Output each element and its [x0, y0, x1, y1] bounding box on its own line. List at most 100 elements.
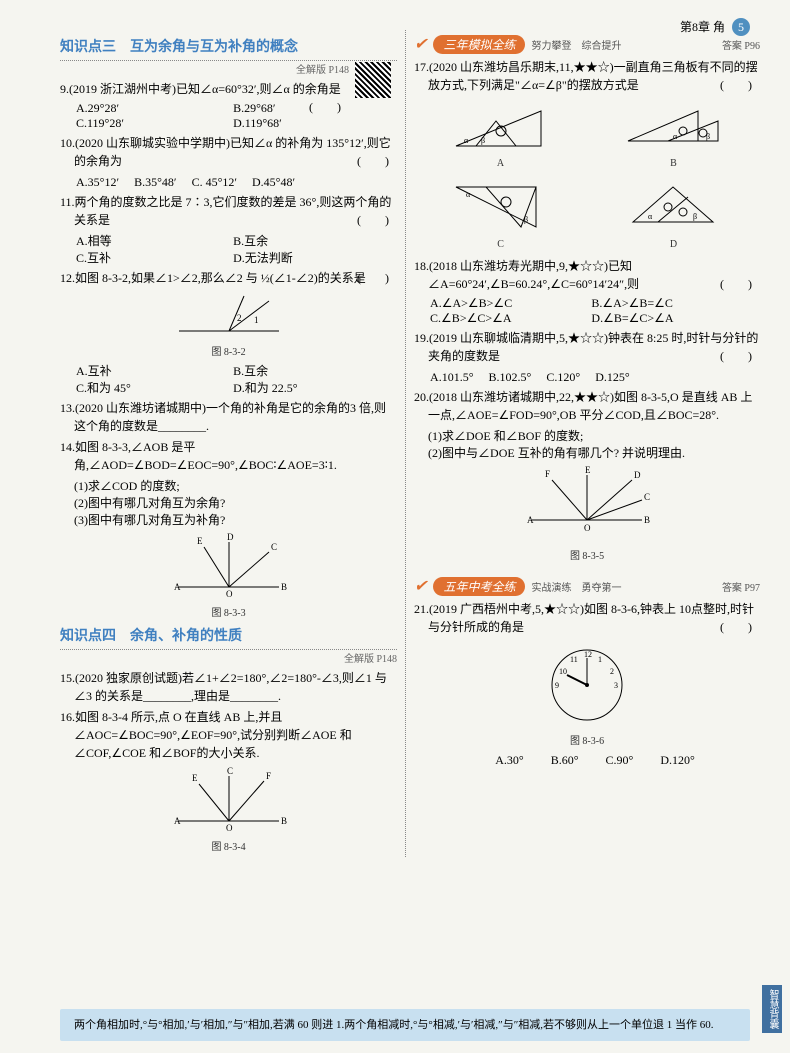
kp3-ref: 全解版 P148	[60, 60, 397, 76]
q11-b: B.互余	[233, 234, 268, 248]
kp3-title: 知识点三 互为余角与互为补角的概念	[60, 36, 397, 56]
svg-text:β: β	[693, 212, 697, 221]
q20-2: (2)图中与∠DOE 互补的角有哪几个? 并说明理由.	[428, 444, 760, 461]
q17-blank: ( )	[734, 76, 752, 94]
svg-text:α: α	[648, 212, 653, 221]
side-tab: 智慧背囊	[762, 985, 782, 1033]
q18: 18.(2018 山东潍坊寿光期中,9,★☆☆)已知∠A=60°24′,∠B=6…	[414, 257, 760, 293]
q17-figa: A	[418, 158, 584, 169]
svg-text:C: C	[271, 542, 277, 552]
svg-text:E: E	[585, 465, 591, 475]
svg-text:A: A	[174, 582, 181, 592]
q17-text: 17.(2020 山东潍坊昌乐期末,11,★★☆)一副直角三角板有不同的摆放方式…	[414, 60, 758, 92]
kp4-title: 知识点四 余角、补角的性质	[60, 625, 397, 645]
q21-opts: A.30° B.60° C.90° D.120°	[414, 751, 760, 768]
svg-text:A: A	[527, 515, 534, 525]
q9-a: A.29°28′	[76, 101, 230, 116]
q18-opts: A.∠A>∠B>∠C B.∠A>∠B=∠C C.∠B>∠C>∠A D.∠B=∠C…	[414, 296, 760, 326]
q9: 9.(2019 浙江湖州中考)已知∠α=60°32′,则∠α 的余角是( )	[60, 80, 397, 98]
svg-text:β: β	[706, 132, 710, 141]
check-icon-2: ✔	[414, 576, 427, 596]
svg-text:3: 3	[614, 681, 618, 690]
q9-d: D.119°68′	[233, 116, 282, 130]
q20-1: (1)求∠DOE 和∠BOF 的度数;	[428, 427, 760, 444]
q17-figb: B	[590, 158, 756, 169]
svg-text:D: D	[634, 470, 641, 480]
svg-text:9: 9	[555, 681, 559, 690]
qr-code-icon	[355, 62, 391, 98]
svg-text:E: E	[197, 536, 203, 546]
q21-text: 21.(2019 广西梧州中考,5,★☆☆)如图 8-3-6,钟表上 10点整时…	[414, 602, 754, 634]
ans-3year: 答案 P96	[722, 37, 760, 52]
footer-note: 两个角相加时,°与°相加,′与′相加,″与″相加,若满 60 则进 1.两个角相…	[60, 1009, 750, 1042]
q14-1: (1)求∠COD 的度数;	[74, 477, 397, 494]
q12-d: D.和为 22.5°	[233, 381, 297, 395]
fig-8-3-3-cap: 图 8-3-3	[60, 604, 397, 619]
q16: 16.如图 8-3-4 所示,点 O 在直线 AB 上,并且∠AOC=∠BOC=…	[60, 708, 397, 762]
svg-text:C: C	[227, 766, 233, 776]
q21-a: A.30°	[495, 753, 523, 767]
q12: 12.如图 8-3-2,如果∠1>∠2,那么∠2 与 ½(∠1-∠2)的关系是(…	[60, 269, 397, 287]
svg-text:F: F	[266, 771, 271, 781]
svg-text:B: B	[281, 816, 287, 826]
q17-figs: αβA αβB αβC αβD	[414, 97, 760, 254]
q9-c: C.119°28′	[76, 116, 230, 131]
q14: 14.如图 8-3-3,∠AOB 是平角,∠AOD=∠BOD=∠EOC=90°,…	[60, 438, 397, 474]
fig-8-3-4: ABOCEF 图 8-3-4	[60, 766, 397, 853]
page-number: 5	[732, 18, 750, 36]
q10-b: B.35°48′	[134, 175, 176, 189]
q9-opts: A.29°28′ B.29°68′ C.119°28′ D.119°68′	[60, 101, 397, 131]
q11-c: C.互补	[76, 249, 230, 266]
ans-5year: 答案 P97	[722, 579, 760, 594]
q19-c: C.120°	[546, 370, 580, 384]
q14-3: (3)图中有哪几对角互为补角?	[74, 511, 397, 528]
q12-opts: A.互补 B.互余 C.和为 45° D.和为 22.5°	[60, 362, 397, 396]
fig-8-3-5-cap: 图 8-3-5	[414, 547, 760, 562]
svg-text:O: O	[226, 589, 233, 599]
svg-text:O: O	[226, 823, 233, 833]
q19-d: D.125°	[595, 370, 629, 384]
q12-c: C.和为 45°	[76, 379, 230, 396]
pill-5year: 五年中考全练	[433, 577, 525, 596]
q18-blank: ( )	[734, 275, 752, 293]
q15: 15.(2020 独家原创试题)若∠1+∠2=180°,∠2=180°-∠3,则…	[60, 669, 397, 705]
q10-text: 10.(2020 山东聊城实验中学期中)已知∠α 的补角为 135°12′,则它…	[60, 136, 391, 168]
chapter-header: 第8章 角 5	[680, 18, 750, 36]
right-column: ✔ 三年模拟全练 努力攀登 综合提升 答案 P96 17.(2020 山东潍坊昌…	[414, 30, 760, 857]
q19: 19.(2019 山东聊城临清期中,5,★☆☆)钟表在 8:25 时,时针与分针…	[414, 329, 760, 365]
q21: 21.(2019 广西梧州中考,5,★☆☆)如图 8-3-6,钟表上 10点整时…	[414, 600, 760, 636]
fig-8-3-6-cap: 图 8-3-6	[414, 732, 760, 747]
q12-b: B.互余	[233, 364, 268, 378]
q10-a: A.35°12′	[76, 175, 119, 189]
q21-blank: ( )	[734, 618, 752, 636]
pill-3year: 三年模拟全练	[433, 35, 525, 54]
q9-blank: ( )	[323, 98, 341, 116]
sub-5year: 实战演练 勇夺第一	[531, 579, 621, 594]
q17-figc: C	[418, 239, 584, 250]
q19-opts: A.101.5° B.102.5° C.120° D.125°	[414, 368, 760, 385]
check-icon: ✔	[414, 34, 427, 54]
q13: 13.(2020 山东潍坊诸城期中)一个角的补角是它的余角的3 倍,则这个角的度…	[60, 399, 397, 435]
q12-a: A.互补	[76, 362, 230, 379]
svg-text:O: O	[584, 523, 591, 533]
q17-figd: D	[590, 239, 756, 250]
q9-b: B.29°68′	[233, 101, 275, 115]
q11-text: 11.两个角的度数之比是 7∶3,它们度数的差是 36°,则这两个角的关系是	[60, 195, 391, 227]
chapter-label: 第8章 角	[680, 20, 725, 34]
q21-d: D.120°	[660, 753, 694, 767]
q19-a: A.101.5°	[430, 370, 473, 384]
q10-c: C. 45°12′	[192, 175, 237, 189]
q14-2: (2)图中有哪几对角互为余角?	[74, 494, 397, 511]
svg-text:2: 2	[610, 667, 614, 676]
q18-text: 18.(2018 山东潍坊寿光期中,9,★☆☆)已知∠A=60°24′,∠B=6…	[414, 259, 639, 291]
svg-text:β: β	[481, 136, 485, 145]
svg-text:12: 12	[584, 650, 592, 659]
svg-text:E: E	[192, 773, 198, 783]
q11-opts: A.相等 B.互余 C.互补 D.无法判断	[60, 232, 397, 266]
sub-3year: 努力攀登 综合提升	[531, 37, 621, 52]
q18-c: C.∠B>∠C>∠A	[430, 311, 588, 326]
section-5year: ✔ 五年中考全练 实战演练 勇夺第一 答案 P97	[414, 576, 760, 596]
left-column: 知识点三 互为余角与互为补角的概念 全解版 P148 9.(2019 浙江湖州中…	[60, 30, 406, 857]
q12-text: 12.如图 8-3-2,如果∠1>∠2,那么∠2 与 ½(∠1-∠2)的关系是	[60, 271, 366, 285]
svg-text:11: 11	[570, 655, 578, 664]
